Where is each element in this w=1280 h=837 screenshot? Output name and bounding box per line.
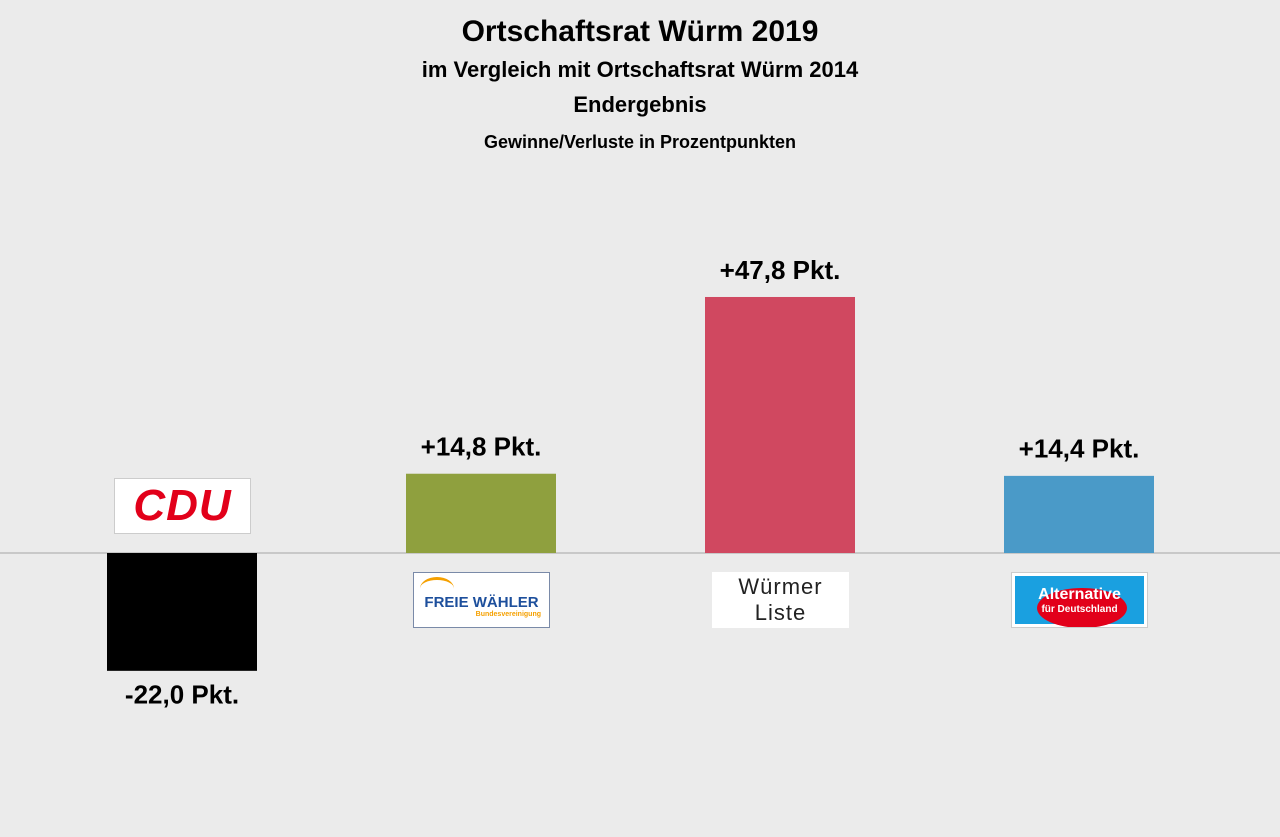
logo-swoosh xyxy=(1037,588,1127,627)
category-logo: CDU xyxy=(114,478,251,534)
category-sublabel: Bundesvereinigung xyxy=(475,611,541,618)
category-label: CDU xyxy=(133,481,232,530)
category-sublabel: für Deutschland xyxy=(1041,603,1118,615)
value-label: +47,8 Pkt. xyxy=(720,255,841,285)
bar xyxy=(107,553,257,671)
category-label: Alternative xyxy=(1038,585,1121,603)
value-label: +14,4 Pkt. xyxy=(1019,434,1140,464)
category-logo: Alternative für Deutschland xyxy=(1011,572,1148,628)
bar xyxy=(406,473,556,553)
value-label: +14,8 Pkt. xyxy=(421,432,542,462)
bar xyxy=(1004,475,1154,553)
logo-panel: Alternative für Deutschland xyxy=(1015,576,1144,627)
chart-subtitle: Gewinne/Verluste in Prozentpunkten xyxy=(484,132,796,152)
category-label: FREIE WÄHLER xyxy=(424,594,539,611)
logo-sun xyxy=(420,577,454,600)
value-label: -22,0 Pkt. xyxy=(125,680,239,710)
bar xyxy=(705,296,855,553)
chart-subtitle: im Vergleich mit Ortschaftsrat Würm 2014 xyxy=(422,57,859,82)
category-logo: FREIE WÄHLER Bundesvereinigung xyxy=(413,572,550,628)
category-label: Würmer Liste xyxy=(738,574,823,625)
chart-title: Ortschaftsrat Würm 2019 xyxy=(462,15,819,48)
category-logo: Würmer Liste xyxy=(712,572,849,628)
chart-subtitle: Endergebnis xyxy=(573,92,706,117)
